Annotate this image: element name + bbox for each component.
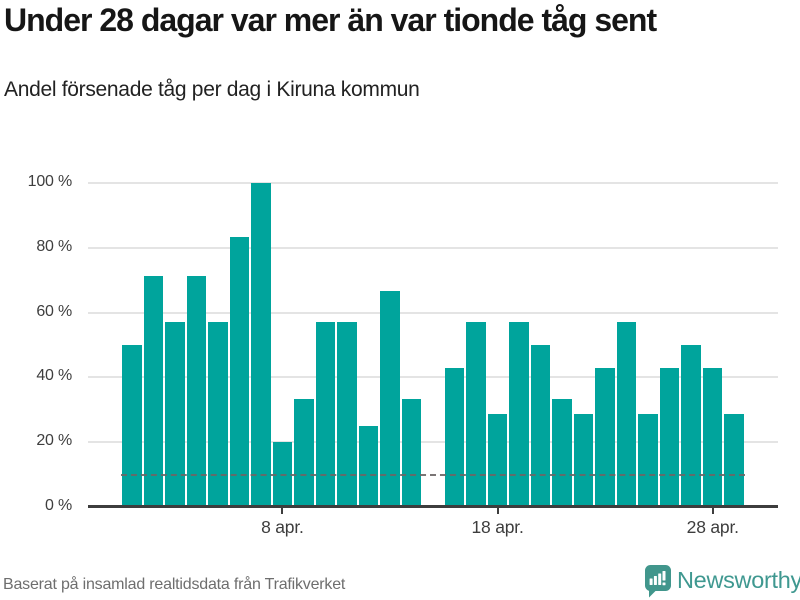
bar-day-29-apr (724, 414, 744, 507)
bar-day-11-apr (337, 322, 357, 507)
bar-day-16-apr (444, 368, 465, 507)
y-tick-label: 40 % (36, 367, 72, 385)
bar-day-13-apr (380, 290, 400, 507)
reference-line-10-percent (121, 473, 745, 476)
bar-day-1-apr (122, 345, 142, 507)
bar-day-14-apr (401, 399, 422, 507)
newsworthy-logo: Newsworthy (645, 564, 800, 598)
bar-day-12-apr (358, 426, 379, 507)
bar-day-6-apr (229, 237, 250, 507)
newsworthy-logo-icon (645, 565, 671, 598)
newsworthy-logo-text: Newsworthy (677, 567, 800, 593)
y-tick-label: 20 % (36, 432, 72, 450)
bar-day-5-apr (208, 322, 228, 507)
x-tick-label: 28 apr. (686, 517, 739, 537)
bar-day-22-apr (573, 414, 594, 507)
y-tick-label: 60 % (36, 302, 72, 320)
x-axis-line (88, 505, 778, 508)
bar-day-20-apr (530, 345, 551, 507)
plot-area (88, 182, 778, 514)
bar-day-28-apr (702, 368, 723, 507)
bar-day-3-apr (165, 322, 185, 507)
x-tick-mark (281, 508, 284, 514)
bar-day-9-apr (294, 399, 314, 507)
bar-day-4-apr (186, 275, 207, 507)
y-tick-label: 80 % (36, 237, 72, 255)
bar-day-24-apr (616, 322, 637, 507)
bar-day-25-apr (638, 414, 658, 507)
x-tick-label: 18 apr. (471, 517, 524, 537)
gridline (88, 246, 778, 249)
gridline (88, 441, 778, 444)
source-note: Baserat på insamlad realtidsdata från Tr… (3, 576, 346, 593)
chart-title: Under 28 dagar var mer än var tionde tåg… (4, 2, 657, 38)
bar-day-27-apr (681, 345, 701, 507)
bar-day-10-apr (315, 322, 336, 507)
bar-day-2-apr (143, 275, 164, 507)
bar-day-26-apr (659, 368, 680, 507)
x-tick-label: 8 apr. (261, 517, 304, 537)
bar-day-7-apr (251, 183, 271, 507)
y-tick-label: 100 % (27, 173, 73, 190)
x-tick-mark (711, 508, 714, 514)
gridline (88, 182, 778, 184)
gridline (88, 376, 778, 379)
x-tick-mark (496, 508, 499, 514)
bar-day-18-apr (487, 414, 508, 507)
chart-subtitle: Andel försenade tåg per dag i Kiruna kom… (4, 78, 420, 101)
y-tick-label: 0 % (45, 497, 72, 514)
bar-day-23-apr (595, 368, 615, 507)
gridline (88, 311, 778, 314)
bar-day-19-apr (509, 322, 529, 507)
bar-day-21-apr (552, 399, 572, 507)
bar-day-17-apr (466, 322, 486, 507)
